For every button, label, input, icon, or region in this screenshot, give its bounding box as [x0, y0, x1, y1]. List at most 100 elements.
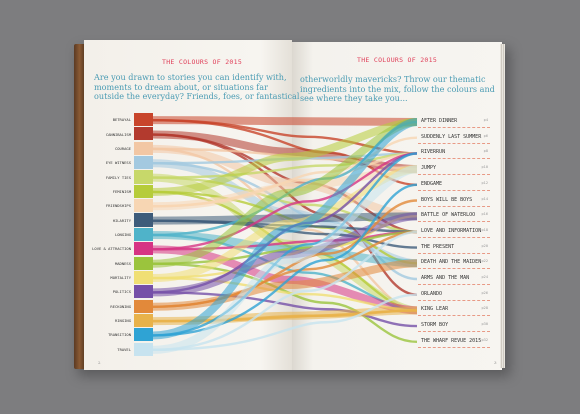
title-row: BOYS WILL BE BOYS p14	[418, 195, 490, 207]
title-page-ref: p14	[481, 196, 489, 201]
theme-swatch	[134, 113, 153, 127]
title-page-ref: p28	[481, 306, 489, 311]
title-page-ref: p24	[481, 275, 489, 279]
theme-swatch	[134, 141, 153, 155]
flow-ribbon	[152, 116, 418, 126]
theme-label: FAMILY TIES	[105, 174, 131, 180]
theme-label: LOVE & ATTRACTION	[92, 246, 131, 252]
title-name: ARMS AND THE MAN	[421, 275, 470, 281]
flow-ribbon	[152, 183, 418, 337]
title-name: BATTLE OF WATERLOO	[421, 212, 476, 219]
left-intro-line: outside the everyday? Friends, foes, or …	[94, 91, 300, 102]
theme-swatch	[134, 213, 153, 227]
page-stack-edge	[500, 44, 505, 368]
title-row: THE WHARF REVUE 2015 p32	[418, 336, 490, 348]
right-intro: otherworldly mavericks? Throw our themat…	[300, 74, 495, 104]
title-row: THE PRESENT p20	[418, 242, 490, 254]
title-row: STORM BOY p30	[418, 320, 490, 333]
title-name: AFTER DINNER	[421, 118, 458, 124]
title-name: JUMPY	[421, 165, 437, 172]
title-row: JUMPY p10	[418, 163, 490, 176]
theme-swatch	[134, 199, 153, 213]
left-page-header: THE COLOURS OF 2015	[162, 58, 243, 66]
theme-swatch	[134, 184, 153, 198]
theme-label: RINGING	[114, 318, 131, 324]
title-row: KING LEAR p28	[418, 304, 490, 317]
title-name: LOVE AND INFORMATION	[421, 227, 482, 234]
title-name: STORM BOY	[421, 322, 449, 329]
theme-label: POLITICS	[112, 289, 131, 295]
right-intro-line: see where they take you...	[300, 93, 408, 104]
theme-label: TRAVEL	[117, 346, 131, 352]
theme-swatch	[134, 299, 153, 313]
title-row: DEATH AND THE MAIDEN p22	[418, 257, 490, 270]
title-page-ref: p10	[481, 165, 489, 170]
theme-swatch	[134, 227, 153, 241]
theme-label: CANNIBALISM	[105, 131, 131, 137]
title-name: SUDDENLY LAST SUMMER	[421, 133, 482, 140]
theme-label: COURAGE	[114, 145, 131, 151]
title-row: BATTLE OF WATERLOO p16	[418, 210, 490, 223]
title-row: AFTER DINNER p4	[418, 116, 490, 128]
title-row: ENDGAME p12	[418, 179, 490, 191]
theme-label: TRANSITION	[108, 332, 131, 338]
theme-swatch	[134, 256, 153, 270]
title-page-ref: p30	[481, 322, 489, 327]
theme-swatch	[134, 170, 153, 184]
theme-label: BETRAYAL	[112, 117, 131, 123]
title-page-ref: p6	[483, 133, 488, 138]
theme-label: RECKONING	[110, 303, 131, 309]
theme-label: MORTALITY	[110, 275, 131, 281]
right-page-number: 3	[494, 360, 497, 365]
title-row: LOVE AND INFORMATION p18	[418, 226, 490, 238]
flow-ribbon	[152, 147, 418, 312]
left-page-number: 2	[98, 360, 101, 365]
theme-label: HILARITY	[112, 217, 131, 223]
title-page-ref: p18	[481, 227, 489, 232]
title-name: DEATH AND THE MAIDEN	[421, 259, 482, 266]
theme-swatch	[134, 313, 153, 328]
theme-swatch	[134, 342, 153, 356]
theme-label: FRIENDSHIPS	[105, 203, 131, 209]
left-intro-line: moments to dream about, or situations fa…	[94, 81, 268, 92]
theme-swatch	[134, 328, 153, 342]
title-name: ORLANDO	[421, 290, 443, 297]
theme-label: FEMINISM	[112, 188, 131, 194]
flow-ribbon	[152, 219, 418, 249]
flow-ribbon	[152, 118, 418, 268]
theme-label: LONGING	[114, 232, 131, 237]
title-name: RIVERRUN	[421, 149, 446, 156]
flow-ribbon	[152, 230, 418, 352]
theme-label: EYE WITNESS	[105, 160, 131, 166]
title-name: THE WHARF REVUE 2015	[421, 337, 482, 344]
flow-ribbon	[152, 159, 418, 268]
title-page-ref: p32	[481, 337, 489, 342]
title-page-ref: p4	[483, 118, 488, 122]
title-name: BOYS WILL BE BOYS	[421, 196, 473, 203]
title-page-ref: p16	[481, 212, 489, 217]
theme-swatch	[134, 285, 153, 299]
right-page-header: THE COLOURS OF 2015	[357, 56, 438, 64]
right-intro-line: otherworldly mavericks? Throw our themat…	[300, 74, 486, 84]
flow-ribbon	[152, 165, 418, 354]
title-page-ref: p12	[481, 180, 489, 185]
flow-ribbon	[152, 212, 418, 297]
left-intro-line: Are you drawn to stories you can identif…	[94, 72, 287, 82]
title-row: SUDDENLY LAST SUMMER p6	[418, 132, 490, 144]
title-row: ORLANDO p26	[418, 289, 490, 301]
title-page-ref: p8	[483, 149, 488, 154]
flow-ribbon	[152, 212, 418, 225]
theme-swatch	[134, 270, 153, 285]
flow-ribbon	[152, 293, 418, 352]
flow-ribbon	[152, 136, 418, 208]
title-page-ref: p20	[481, 243, 489, 248]
flow-ribbon	[152, 118, 418, 340]
title-row: ARMS AND THE MAN p24	[418, 273, 490, 285]
theme-swatch	[134, 242, 153, 256]
title-row: RIVERRUN p8	[418, 147, 490, 160]
title-page-ref: p22	[481, 259, 489, 264]
right-intro-line: ingredients into the mix, follow the col…	[300, 83, 495, 94]
flow-ribbon	[152, 173, 418, 315]
